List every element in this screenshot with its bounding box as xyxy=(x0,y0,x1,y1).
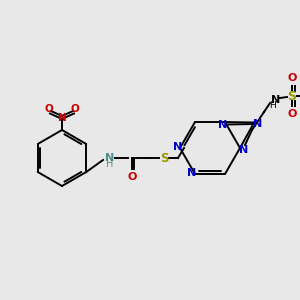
Text: O: O xyxy=(127,172,137,182)
Text: N: N xyxy=(253,118,262,128)
Text: S: S xyxy=(160,152,168,164)
Text: N: N xyxy=(218,120,228,130)
Text: H: H xyxy=(106,159,114,169)
Text: H: H xyxy=(270,100,276,109)
Text: N: N xyxy=(173,142,183,152)
Text: O: O xyxy=(45,104,53,114)
Text: O: O xyxy=(70,104,80,114)
Text: S: S xyxy=(287,89,296,103)
Text: N: N xyxy=(272,95,280,105)
Text: N: N xyxy=(239,145,249,155)
Text: N: N xyxy=(58,113,66,123)
Text: O: O xyxy=(287,109,297,119)
Text: N: N xyxy=(105,153,115,163)
Text: O: O xyxy=(287,73,297,83)
Text: N: N xyxy=(188,168,196,178)
